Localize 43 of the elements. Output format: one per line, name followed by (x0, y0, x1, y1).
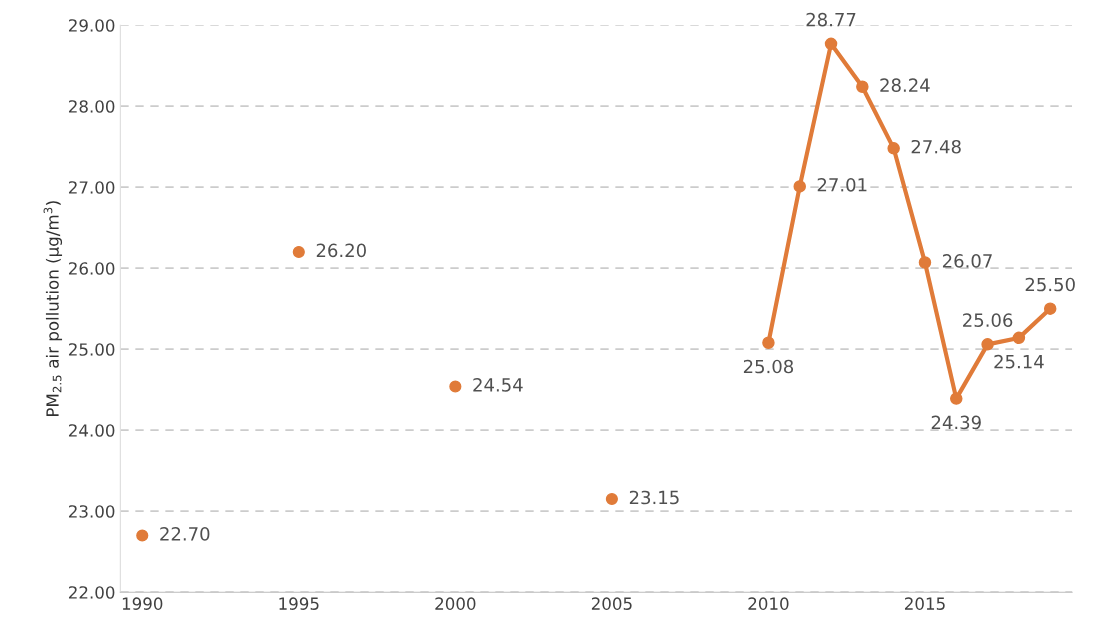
point (887, 142, 900, 155)
data-label: 24.39 (931, 415, 981, 430)
point (793, 180, 806, 193)
data-label: 25.50 (1025, 277, 1075, 292)
x-tick-label: 2005 (591, 597, 632, 610)
data-label: 25.08 (743, 359, 794, 374)
data-label: 24.54 (473, 378, 523, 392)
point (856, 80, 869, 94)
y-tick-label: 29.00 (68, 19, 115, 32)
data-label: 28.24 (880, 78, 930, 92)
data-label: 28.77 (806, 12, 856, 27)
x-tick-label: 1990 (122, 597, 163, 610)
x-tick-label: 2000 (435, 597, 476, 610)
point (824, 37, 838, 51)
point (136, 529, 149, 542)
y-tick-label: 26.00 (68, 262, 115, 275)
y-axis-title: PM$_{2.5}$ air pollution (µg/m$^{3}$) (43, 201, 63, 416)
point (449, 380, 462, 393)
point (762, 336, 775, 349)
data-label: 23.15 (629, 490, 679, 505)
data-label: 25.06 (963, 313, 1013, 327)
point (1012, 331, 1026, 345)
x-tick-label: 1995 (279, 597, 319, 610)
point (292, 245, 305, 259)
data-label: 25.14 (994, 354, 1044, 369)
point (981, 338, 994, 351)
y-tick-label: 27.00 (68, 181, 115, 194)
point (918, 256, 932, 269)
data-label: 22.70 (160, 527, 210, 541)
y-tick-label: 24.00 (68, 424, 115, 437)
y-tick-label: 22.00 (68, 586, 115, 599)
y-tick-label: 28.00 (68, 100, 115, 113)
data-label: 26.20 (316, 243, 366, 258)
point (950, 392, 963, 405)
data-label: 27.01 (817, 177, 867, 192)
x-tick-label: 2010 (748, 597, 789, 610)
y-tick-label: 23.00 (68, 505, 115, 518)
point (605, 492, 618, 506)
data-label: 27.48 (911, 139, 961, 154)
y-tick-label: 25.00 (68, 343, 115, 356)
point (1043, 302, 1057, 315)
x-tick-label: 2015 (904, 597, 945, 610)
data-label: 26.07 (942, 254, 992, 268)
